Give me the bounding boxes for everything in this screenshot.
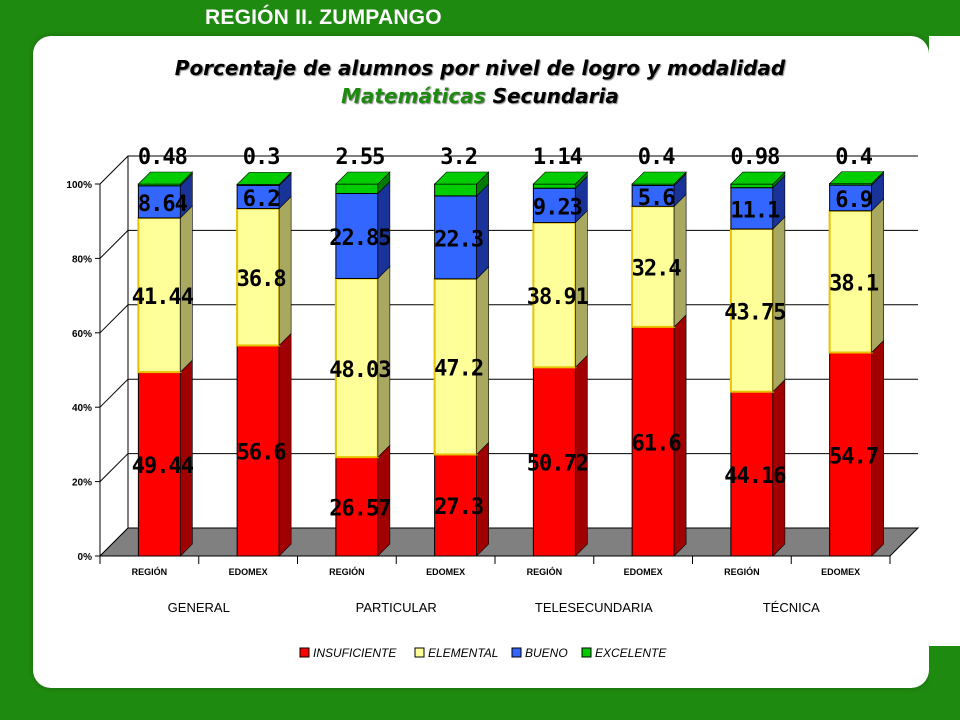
legend-label: BUENO <box>525 646 568 660</box>
chart-title-line1: Porcentaje de alumnos por nivel de logro… <box>174 56 786 80</box>
group-label: GENERAL <box>168 600 230 615</box>
bar-top <box>137 171 194 185</box>
header-box <box>195 0 478 36</box>
bar-segment <box>828 209 873 354</box>
y-tick-label: 100% <box>66 180 92 191</box>
x-tick-label: REGIÓN <box>724 566 760 577</box>
legend-swatch <box>581 647 592 658</box>
data-label: 32.4 <box>632 257 682 282</box>
legend-swatch <box>414 647 425 658</box>
y-tick-label: 80% <box>72 254 92 265</box>
chart-title-line2: Matemáticas Secundaria <box>0 84 960 108</box>
legend-label: ELEMENTAL <box>428 646 498 660</box>
y-tick-label: 60% <box>72 329 92 340</box>
data-label: 49.44 <box>132 454 194 479</box>
data-label: 0.98 <box>730 145 779 170</box>
bar-top <box>433 171 490 185</box>
x-tick-label: EDOMEX <box>624 567 663 577</box>
data-label: 44.16 <box>724 464 786 489</box>
data-label: 26.57 <box>329 497 390 522</box>
bar-segment <box>532 221 577 369</box>
bar-top <box>532 171 589 185</box>
gridline <box>99 453 918 482</box>
gridline <box>99 378 918 408</box>
bar-segment <box>434 183 478 197</box>
legend-swatch <box>511 647 522 658</box>
data-label: 54.7 <box>829 444 878 469</box>
chart-title-rest: Secundaria <box>485 84 619 108</box>
bar-segment <box>335 183 379 194</box>
legend-swatch <box>299 647 310 658</box>
bar-segment <box>730 187 774 230</box>
data-label: 22.3 <box>434 227 483 252</box>
bar-segment <box>730 183 774 189</box>
data-label: 47.2 <box>434 357 483 382</box>
x-tick-label: REGIÓN <box>132 566 168 577</box>
data-label: 8.64 <box>138 192 188 217</box>
bar-top <box>335 171 391 185</box>
bar-segment <box>335 456 379 557</box>
x-tick-label: EDOMEX <box>229 567 268 577</box>
data-label: 41.44 <box>132 285 194 310</box>
bar-segment <box>434 453 478 557</box>
y-tick-label: 0% <box>78 552 93 563</box>
bar-segment <box>532 183 576 189</box>
data-label: 56.6 <box>237 441 287 466</box>
data-label: 27.3 <box>434 495 483 520</box>
data-label: 11.1 <box>730 198 780 223</box>
data-label: 61.6 <box>632 431 682 456</box>
legend-label: INSUFICIENTE <box>313 646 397 660</box>
data-label: 1.14 <box>533 145 583 170</box>
data-label: 48.03 <box>329 358 390 383</box>
y-tick-label: 20% <box>72 478 92 489</box>
data-label: 50.72 <box>527 452 588 477</box>
data-label: 38.91 <box>527 285 589 310</box>
data-label: 2.55 <box>335 145 384 170</box>
chart-floor <box>98 527 920 557</box>
region-title: REGIÓN II. ZUMPANGO <box>205 6 442 29</box>
data-label: 36.8 <box>237 267 286 292</box>
card-right-edge <box>929 36 960 646</box>
data-label: 3.2 <box>440 145 477 170</box>
data-label: 0.4 <box>835 145 872 170</box>
data-label: 0.4 <box>638 145 675 170</box>
data-label: 5.6 <box>638 186 675 211</box>
x-tick-label: EDOMEX <box>426 567 465 577</box>
bar-top <box>828 171 885 184</box>
data-label: 43.75 <box>724 300 785 325</box>
group-label: TÉCNICA <box>763 600 820 615</box>
data-label: 0.48 <box>138 145 187 170</box>
legend-label: EXCELENTE <box>595 646 667 660</box>
x-tick-label: EDOMEX <box>821 567 860 577</box>
x-tick-label: REGIÓN <box>527 566 563 577</box>
bar-segment <box>137 216 182 374</box>
bar-segment <box>532 366 576 557</box>
group-label: PARTICULAR <box>356 600 437 615</box>
bar-top <box>631 171 687 185</box>
x-tick-label: REGIÓN <box>329 566 365 577</box>
gridline <box>99 229 918 259</box>
data-label: 38.1 <box>829 272 879 297</box>
bar-segment <box>236 344 280 557</box>
bar-top <box>730 171 786 185</box>
data-label: 6.2 <box>243 187 280 212</box>
chart-title-subject: Matemáticas <box>341 84 486 108</box>
data-label: 0.3 <box>243 145 280 170</box>
data-label: 6.9 <box>835 188 872 213</box>
bar-segment <box>335 192 379 279</box>
bar-segment <box>433 277 478 456</box>
data-label: 9.23 <box>533 195 582 220</box>
bar-segment <box>829 352 873 557</box>
bar-segment <box>829 184 873 212</box>
y-tick-label: 40% <box>72 403 92 414</box>
gridline <box>99 304 918 334</box>
gridline <box>99 155 918 185</box>
group-label: TELESECUNDARIA <box>535 600 653 615</box>
corner-stripe <box>929 646 960 720</box>
bar-segment <box>236 207 281 347</box>
bar-top <box>236 172 292 185</box>
data-label: 22.85 <box>329 226 390 251</box>
